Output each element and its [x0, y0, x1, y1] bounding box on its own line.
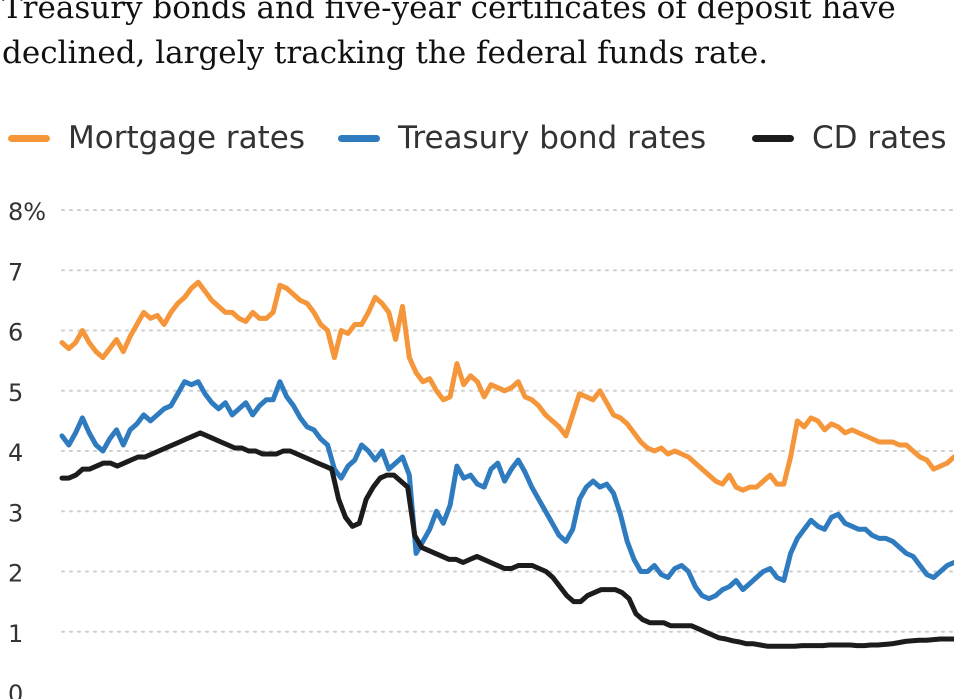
line-chart: 0 1 2 3 4 5 6 7 8% [8, 198, 954, 699]
legend-item-mortgage: Mortgage rates [8, 120, 305, 156]
legend-swatch-treasury [338, 134, 380, 142]
legend-swatch-mortgage [8, 134, 50, 142]
y-tick-label: 7 [8, 258, 23, 286]
y-tick-label: 5 [8, 379, 23, 407]
y-tick-label: 6 [8, 319, 23, 347]
legend-item-cd: CD rates [752, 120, 947, 156]
cd-line [59, 430, 954, 649]
mortgage-line [59, 279, 954, 493]
y-tick-label: 0 [8, 680, 23, 699]
legend-label-treasury: Treasury bond rates [398, 120, 707, 156]
y-tick-label: 4 [8, 439, 23, 467]
y-tick-label: 3 [8, 499, 23, 527]
legend-label-cd: CD rates [812, 120, 947, 156]
y-tick-label: 8% [8, 198, 46, 226]
chart-legend: Mortgage rates Treasury bond rates CD ra… [0, 120, 954, 166]
legend-label-mortgage: Mortgage rates [68, 120, 306, 156]
legend-swatch-cd [752, 134, 794, 142]
y-tick-label: 1 [8, 620, 23, 648]
intro-line-2: declined, largely tracking the federal f… [2, 35, 769, 71]
treasury-line [59, 379, 954, 602]
y-tick-label: 2 [8, 560, 23, 588]
intro-text: Treasury bonds and five-year certificate… [2, 0, 952, 76]
legend-item-treasury: Treasury bond rates [338, 120, 706, 156]
intro-line-1: Treasury bonds and five-year certificate… [2, 0, 896, 26]
